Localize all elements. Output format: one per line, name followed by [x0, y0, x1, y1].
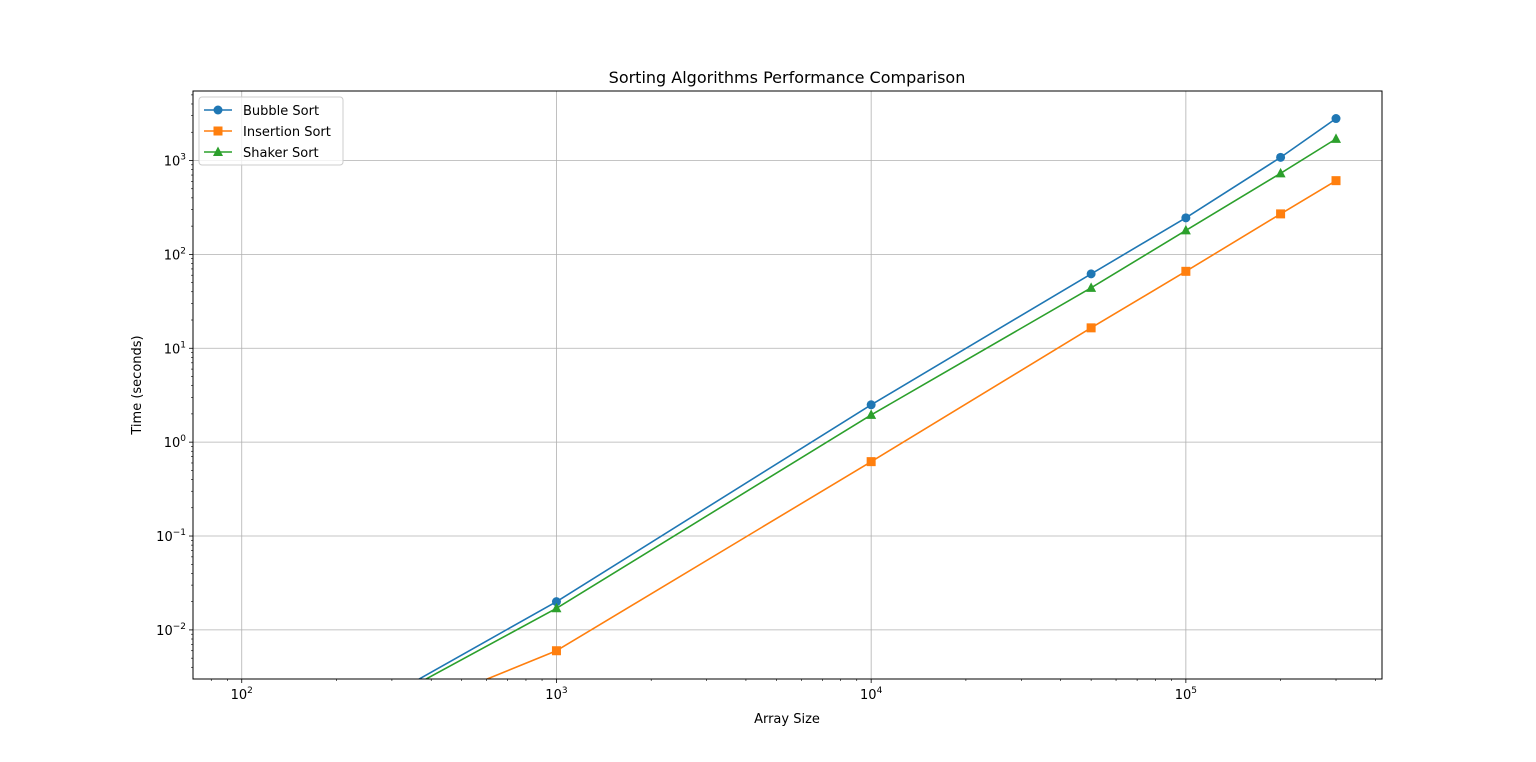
series-insertion-sort [484, 176, 1341, 679]
data-point-shaker-sort [1275, 167, 1286, 178]
data-point-shaker-sort [551, 602, 562, 613]
data-point-insertion-sort [1181, 266, 1191, 276]
data-point-insertion-sort [551, 646, 561, 656]
series-line-bubble-sort [417, 117, 1337, 679]
series-bubble-sort [417, 114, 1341, 679]
y-tick-label: 101 [164, 340, 186, 357]
x-tick-label: 104 [860, 686, 883, 703]
x-tick-labels: 102 103 104 105 [231, 686, 1197, 703]
data-point-bubble-sort [866, 400, 876, 410]
x-tick-label: 103 [545, 686, 567, 703]
legend: Bubble Sort Insertion Sort Shaker Sort [198, 96, 344, 166]
data-point-bubble-sort [1276, 152, 1286, 162]
series-shaker-sort [424, 133, 1342, 679]
y-tick-label: 10−2 [156, 622, 186, 639]
x-tick-label: 105 [1175, 686, 1197, 703]
legend-marker-bubble-sort [213, 105, 223, 115]
legend-label-insertion-sort: Insertion Sort [243, 125, 331, 140]
y-axis-label: Time (seconds) [130, 335, 145, 435]
data-point-shaker-sort [1086, 282, 1097, 292]
legend-box [198, 96, 344, 166]
data-point-insertion-sort [1331, 176, 1341, 186]
data-point-shaker-sort [866, 409, 877, 419]
major-ticks [189, 160, 1187, 683]
legend-label-shaker-sort: Shaker Sort [243, 146, 319, 161]
y-tick-label: 100 [164, 434, 187, 451]
data-point-insertion-sort [1276, 209, 1286, 219]
data-point-shaker-sort [1180, 224, 1191, 235]
data-point-bubble-sort [1331, 114, 1341, 124]
y-tick-label: 103 [164, 153, 186, 170]
data-point-bubble-sort [1181, 213, 1191, 223]
legend-marker-insertion-sort [213, 126, 223, 136]
legend-marker-shaker-sort [213, 146, 223, 156]
series-line-insertion-sort [484, 179, 1337, 679]
data-point-insertion-sort [866, 457, 876, 467]
y-tick-label: 102 [164, 246, 186, 263]
series-line-shaker-sort [424, 138, 1337, 679]
grid [193, 91, 1382, 679]
x-axis-label: Array Size [754, 712, 820, 727]
y-tick-labels: 10−2 10−1 100 101 102 103 [156, 153, 186, 639]
data-point-bubble-sort [1086, 269, 1096, 279]
data-point-insertion-sort [1086, 323, 1096, 333]
chart-title: Sorting Algorithms Performance Compariso… [609, 68, 966, 87]
minor-ticks [191, 94, 1376, 681]
data-point-bubble-sort [551, 597, 561, 607]
plot-frame [192, 90, 1383, 680]
series-layer [417, 114, 1342, 679]
legend-label-bubble-sort: Bubble Sort [243, 104, 319, 119]
x-tick-label: 102 [231, 686, 253, 703]
y-tick-label: 10−1 [156, 528, 186, 545]
data-point-shaker-sort [1331, 133, 1342, 143]
